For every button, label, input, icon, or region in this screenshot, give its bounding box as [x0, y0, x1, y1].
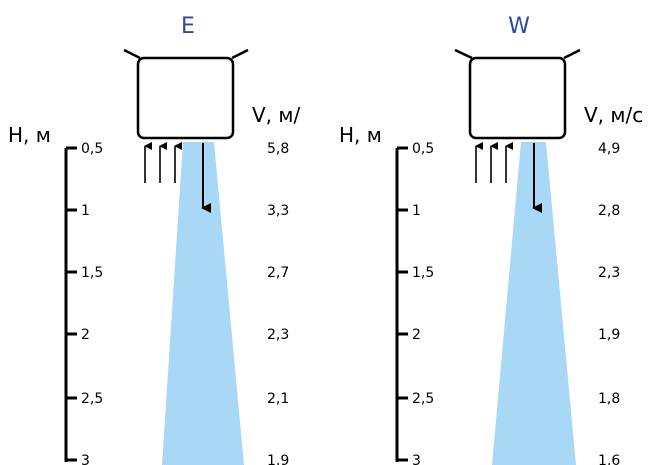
height-tick-label: 1: [412, 203, 421, 219]
velocity-value: 1,6: [598, 453, 620, 465]
height-tick-label: 1,5: [81, 265, 103, 281]
velocity-value: 2,8: [598, 203, 620, 219]
height-tick-label: 2: [412, 327, 421, 343]
height-tick-label: 0,5: [81, 141, 103, 157]
height-tick-label: 3: [412, 453, 421, 465]
velocity-value: 1,9: [267, 453, 289, 465]
intake-arrows: [475, 142, 513, 183]
velocity-values: 5,8 3,3 2,7 2,3 2,1 1,9: [267, 141, 289, 465]
height-tick-label: 0,5: [412, 141, 434, 157]
velocity-value: 1,8: [598, 391, 620, 407]
panel-title: W: [508, 14, 530, 39]
height-tick-label: 1,5: [412, 265, 434, 281]
velocity-value: 2,3: [598, 265, 620, 281]
panel-e: E H, м V, м/ 0,5: [8, 14, 300, 465]
panel-title: E: [181, 14, 195, 39]
panel-w: W H, м V, м/с 0,5 1 1,5 2: [339, 14, 643, 465]
height-axis-label: H, м: [339, 123, 382, 147]
height-axis-label: H, м: [8, 123, 51, 147]
height-tick-labels: 0,5 1 1,5 2 2,5 3: [412, 141, 434, 465]
height-tick-labels: 0,5 1 1,5 2 2,5 3: [81, 141, 103, 465]
height-tick-label: 1: [81, 203, 90, 219]
velocity-value: 1,9: [598, 327, 620, 343]
height-ticks: [66, 146, 77, 462]
velocity-value: 5,8: [267, 141, 289, 157]
velocity-value: 4,9: [598, 141, 620, 157]
velocity-column-label: V, м/: [252, 103, 300, 127]
velocity-column-label: V, м/с: [584, 103, 643, 127]
height-ticks: [397, 146, 408, 462]
air-stream: [162, 142, 244, 465]
intake-arrows: [144, 142, 182, 183]
air-curtain-unit: [454, 48, 581, 140]
air-stream: [492, 142, 576, 465]
velocity-values: 4,9 2,8 2,3 1,9 1,8 1,6: [598, 141, 620, 465]
height-tick-label: 3: [81, 453, 90, 465]
air-curtain-unit: [123, 48, 249, 140]
height-tick-label: 2,5: [412, 391, 434, 407]
velocity-value: 2,1: [267, 391, 289, 407]
velocity-value: 3,3: [267, 203, 289, 219]
height-tick-label: 2: [81, 327, 90, 343]
velocity-value: 2,7: [267, 265, 289, 281]
height-tick-label: 2,5: [81, 391, 103, 407]
velocity-value: 2,3: [267, 327, 289, 343]
